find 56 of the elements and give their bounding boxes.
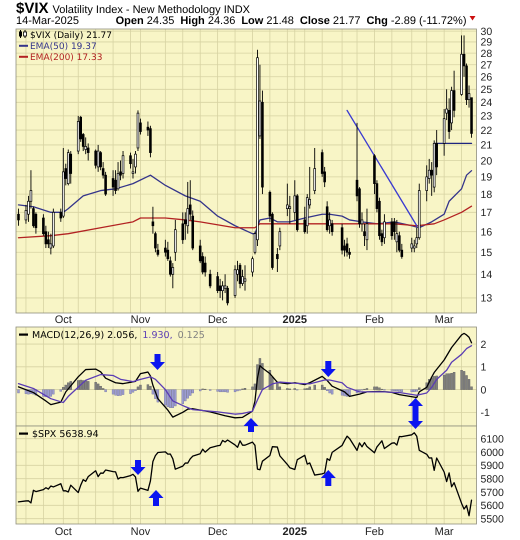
y-tick-label: 5800 (480, 473, 504, 486)
text: 0.125 (178, 330, 205, 341)
x-tick-label: Nov (130, 314, 151, 326)
y-tick-label: 19 (480, 172, 492, 184)
legend-label: EMA(50) 19.37 (30, 42, 97, 52)
y-tick-label: 5700 (480, 486, 504, 499)
y-tick-label: 17 (480, 207, 492, 220)
legend-label: $VIX (Daily) 21.77 (30, 31, 112, 41)
y-tick-label: 28 (480, 48, 492, 60)
text: 1.930, (142, 330, 173, 341)
y-tick-label: 6100 (480, 433, 504, 446)
y-tick-label: 5600 (480, 500, 504, 512)
y-tick-label: 23 (480, 110, 492, 123)
text: Chg -2.89 (-11.72%) (366, 15, 467, 27)
y-tick-label: 22 (480, 124, 492, 137)
y-tick-label: 26 (480, 72, 492, 84)
y-tick-label: 16 (480, 226, 492, 238)
y-tick-label: 5900 (480, 460, 504, 472)
y-tick-label: 24 (480, 97, 492, 110)
y-tick-label: 18 (480, 188, 492, 201)
y-tick-label: 5500 (480, 513, 504, 526)
legend-label: MACD(12,26,9) 2.056, (32, 330, 138, 341)
y-tick-label: 27 (480, 60, 492, 72)
chart-title: $VIX (16, 0, 49, 17)
y-tick-label: -1 (480, 407, 490, 420)
text: High 24.36 (180, 15, 236, 27)
y-tick-label: 25 (480, 84, 492, 96)
text: Low 21.48 (241, 15, 294, 27)
legend-label: EMA(200) 17.33 (30, 53, 102, 63)
x-tick-label: Dec (208, 526, 228, 538)
y-tick-label: 30 (480, 26, 492, 38)
x-tick-label: 2025 (282, 526, 308, 538)
y-tick-label: 29 (480, 36, 492, 49)
x-tick-label: 2025 (282, 314, 308, 326)
y-tick-label: 13 (480, 292, 492, 305)
x-tick-label: Feb (364, 526, 384, 538)
x-tick-label: Oct (54, 314, 72, 326)
y-tick-label: 6000 (480, 446, 504, 459)
y-tick-label: 15 (480, 247, 492, 260)
x-tick-label: Oct (54, 526, 72, 538)
x-tick-label: Mar (434, 526, 454, 538)
x-tick-label: Nov (130, 526, 151, 538)
legend-label: $SPX 5638.94 (32, 429, 99, 440)
y-tick-label: 20 (480, 155, 492, 168)
chart-subtitle: Volatility Index - New Methodology INDX (52, 4, 251, 16)
text: Open 24.35 (116, 15, 174, 27)
x-tick-label: Mar (434, 314, 454, 326)
x-tick-label: Feb (364, 314, 384, 326)
text: 14-Mar-2025 (16, 15, 79, 27)
x-tick-label: Dec (208, 314, 228, 326)
text: Close 21.77 (300, 15, 360, 27)
y-tick-label: 14 (480, 269, 492, 282)
y-tick-label: 1 (480, 362, 486, 374)
y-tick-label: 0 (480, 384, 486, 396)
y-tick-label: 2 (480, 338, 486, 351)
y-tick-label: 21 (480, 140, 492, 152)
